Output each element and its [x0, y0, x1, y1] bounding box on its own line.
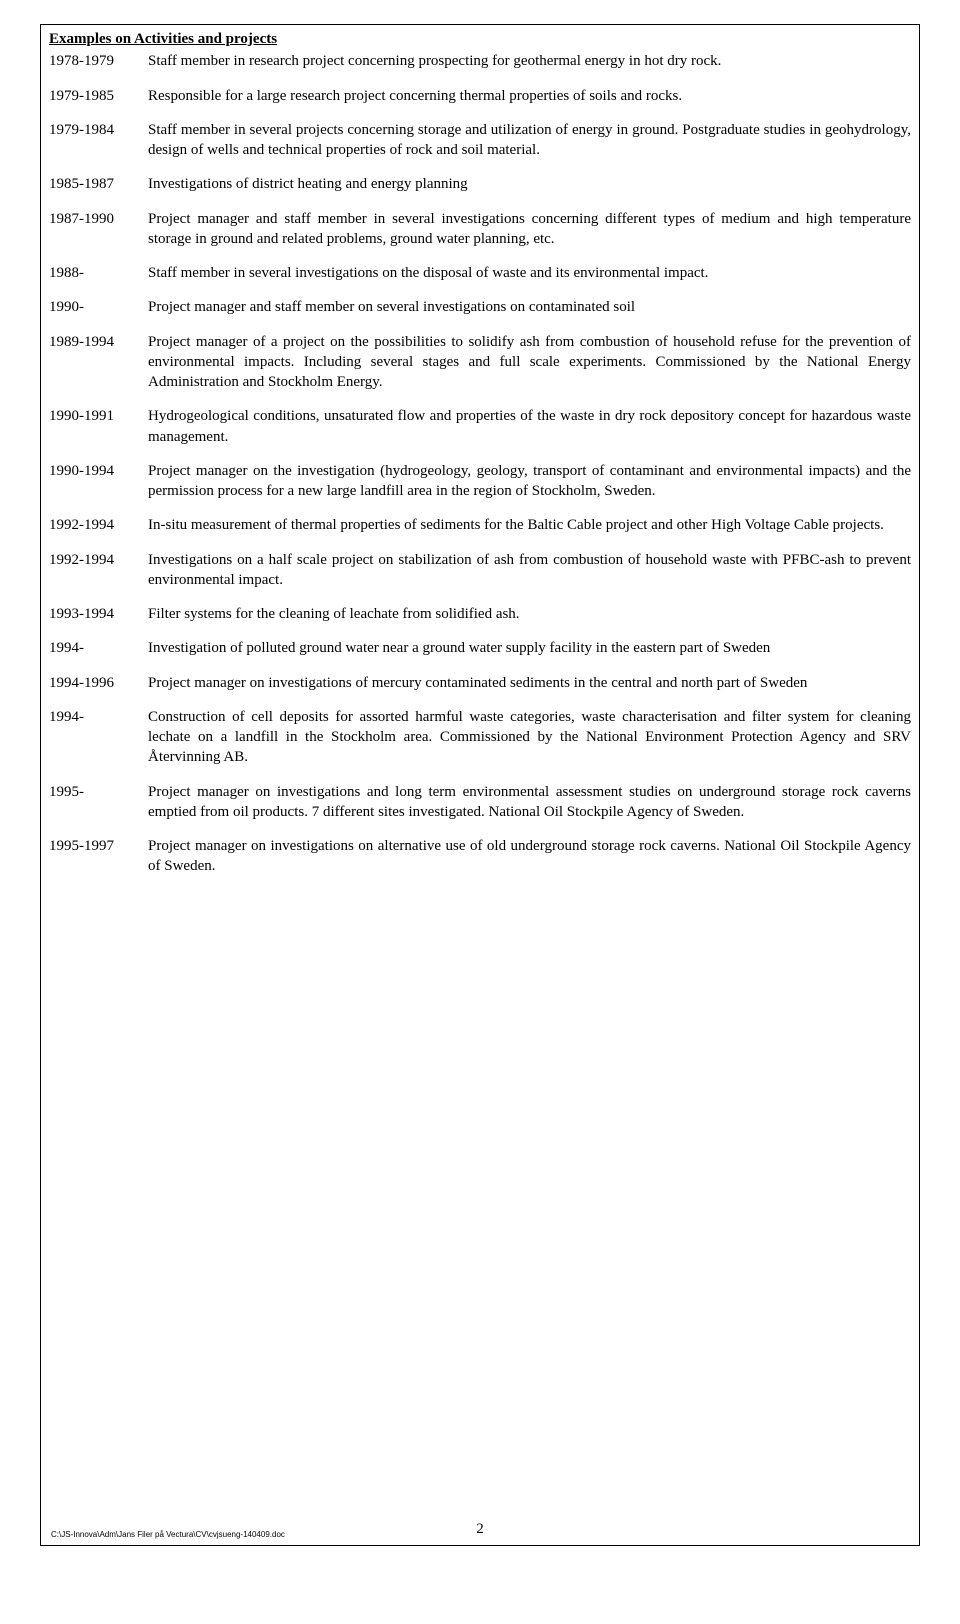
entry-year: 1987-1990 — [49, 209, 148, 229]
entry-description: Filter systems for the cleaning of leach… — [148, 604, 911, 624]
entry-description: Staff member in several investigations o… — [148, 263, 911, 283]
document-outer-border: Examples on Activities and projects 1978… — [40, 24, 920, 1546]
entry-year: 1990- — [49, 297, 148, 317]
entry-year: 1994- — [49, 707, 148, 727]
entry-year: 1992-1994 — [49, 550, 148, 570]
entry-description: Investigation of polluted ground water n… — [148, 638, 911, 658]
entry-description: Construction of cell deposits for assort… — [148, 707, 911, 768]
entry-description: Project manager on investigations on alt… — [148, 836, 911, 877]
entry-description: Investigations of district heating and e… — [148, 174, 911, 194]
entry-year: 1985-1987 — [49, 174, 148, 194]
entry-row: 1987-1990Project manager and staff membe… — [49, 209, 911, 250]
entry-description: Project manager on the investigation (hy… — [148, 461, 911, 502]
entry-year: 1994-1996 — [49, 673, 148, 693]
entry-year: 1993-1994 — [49, 604, 148, 624]
entry-description: In-situ measurement of thermal propertie… — [148, 515, 911, 535]
entry-row: 1992-1994Investigations on a half scale … — [49, 550, 911, 591]
entry-row: 1990-1991Hydrogeological conditions, uns… — [49, 406, 911, 447]
entry-description: Staff member in several projects concern… — [148, 120, 911, 161]
entry-description: Project manager on investigations of mer… — [148, 673, 911, 693]
entries-list: 1978-1979Staff member in research projec… — [49, 51, 911, 876]
entry-description: Project manager and staff member on seve… — [148, 297, 911, 317]
entry-row: 1995-Project manager on investigations a… — [49, 782, 911, 823]
entry-description: Project manager and staff member in seve… — [148, 209, 911, 250]
entry-description: Project manager of a project on the poss… — [148, 332, 911, 393]
entry-row: 1988-Staff member in several investigati… — [49, 263, 911, 283]
section-title: Examples on Activities and projects — [49, 29, 911, 49]
entry-year: 1992-1994 — [49, 515, 148, 535]
entry-year: 1995- — [49, 782, 148, 802]
entry-description: Hydrogeological conditions, unsaturated … — [148, 406, 911, 447]
entry-row: 1990-Project manager and staff member on… — [49, 297, 911, 317]
entry-year: 1978-1979 — [49, 51, 148, 71]
entry-row: 1994-Construction of cell deposits for a… — [49, 707, 911, 768]
entry-row: 1993-1994Filter systems for the cleaning… — [49, 604, 911, 624]
entry-row: 1992-1994In-situ measurement of thermal … — [49, 515, 911, 535]
entry-year: 1979-1985 — [49, 86, 148, 106]
entry-row: 1994-Investigation of polluted ground wa… — [49, 638, 911, 658]
entry-row: 1985-1987Investigations of district heat… — [49, 174, 911, 194]
footer-file-path: C:\JS-Innova\Adm\Jans Filer på Vectura\C… — [51, 1530, 285, 1541]
entry-description: Staff member in research project concern… — [148, 51, 911, 71]
entry-row: 1995-1997Project manager on investigatio… — [49, 836, 911, 877]
entry-row: 1979-1985Responsible for a large researc… — [49, 86, 911, 106]
entry-year: 1979-1984 — [49, 120, 148, 140]
entry-row: 1989-1994Project manager of a project on… — [49, 332, 911, 393]
entry-year: 1990-1994 — [49, 461, 148, 481]
entry-year: 1988- — [49, 263, 148, 283]
entry-row: 1990-1994Project manager on the investig… — [49, 461, 911, 502]
entry-year: 1990-1991 — [49, 406, 148, 426]
entry-description: Project manager on investigations and lo… — [148, 782, 911, 823]
entry-description: Responsible for a large research project… — [148, 86, 911, 106]
entry-description: Investigations on a half scale project o… — [148, 550, 911, 591]
entry-year: 1989-1994 — [49, 332, 148, 352]
entry-year: 1994- — [49, 638, 148, 658]
entry-row: 1979-1984Staff member in several project… — [49, 120, 911, 161]
entry-row: 1994-1996Project manager on investigatio… — [49, 673, 911, 693]
entry-row: 1978-1979Staff member in research projec… — [49, 51, 911, 71]
entry-year: 1995-1997 — [49, 836, 148, 856]
